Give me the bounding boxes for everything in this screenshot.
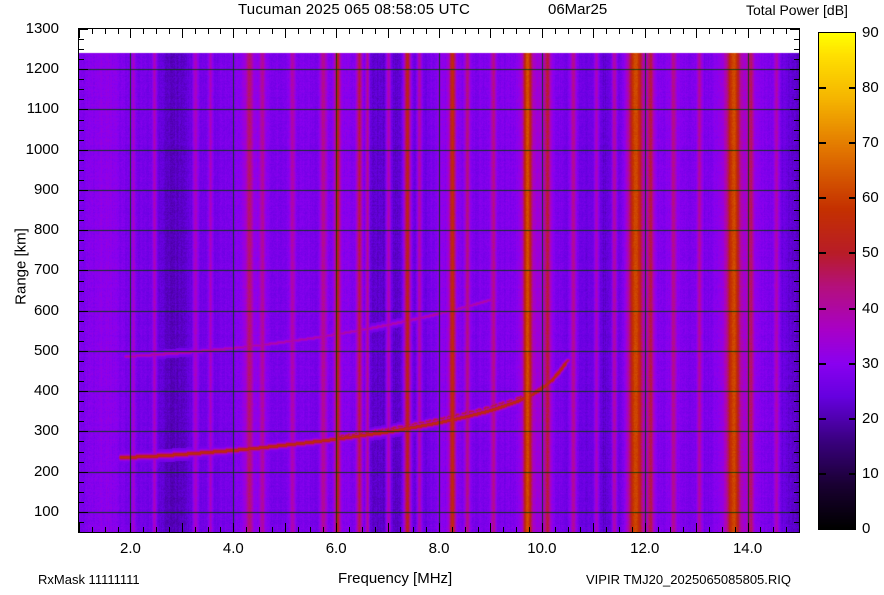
- colorbar-tick-right: [849, 307, 856, 310]
- colorbar-tick-right: [849, 417, 856, 420]
- colorbar-tick-left: [819, 307, 826, 310]
- colorbar-tick-left: [819, 87, 826, 90]
- y-axis-tick-label: 500: [33, 341, 59, 359]
- colorbar-tick-right: [849, 87, 856, 90]
- colorbar-tick-label: 20: [862, 409, 879, 427]
- colorbar-tick-left: [819, 252, 826, 255]
- colorbar-tick-label: 30: [862, 354, 879, 372]
- colorbar-tick-left: [819, 417, 826, 420]
- colorbar-tick-label: 80: [862, 79, 879, 97]
- colorbar-tick-left: [819, 472, 826, 475]
- x-axis-tick-label: 8.0: [428, 540, 450, 557]
- y-axis-tick-label: 1300: [25, 20, 59, 37]
- y-axis-tick-label: 1100: [26, 100, 59, 118]
- colorbar-title: Total Power [dB]: [746, 2, 848, 18]
- y-axis-tick-label: 600: [33, 301, 59, 319]
- date-label: 06Mar25: [548, 1, 608, 18]
- colorbar-tick-left: [819, 362, 826, 365]
- x-axis-title: Frequency [MHz]: [338, 570, 453, 587]
- x-axis-tick-label: 4.0: [222, 540, 244, 557]
- x-axis-tick-label: 10.0: [527, 540, 557, 557]
- ionogram-plot[interactable]: [78, 28, 800, 533]
- colorbar-tick-right: [849, 252, 856, 255]
- colorbar-tick-label: 70: [862, 134, 879, 152]
- colorbar-tick-left: [819, 142, 826, 145]
- y-axis-tick-label: 900: [33, 180, 59, 198]
- colorbar-tick-label: 90: [862, 24, 879, 41]
- y-axis-tick-label: 1200: [25, 60, 59, 78]
- colorbar-tick-label: 0: [862, 520, 871, 537]
- y-axis-tick-label: 100: [33, 502, 59, 520]
- colorbar-tick-left: [819, 197, 826, 200]
- y-axis-tick-label: 700: [33, 261, 59, 279]
- colorbar-tick-label: 60: [862, 189, 879, 207]
- colorbar-ticks: 0 10 20 30 40 50 60 70 80 90: [818, 25, 884, 536]
- y-axis-tick-label: 300: [33, 422, 59, 440]
- x-axis-labels: 2.0 4.0 6.0 8.0 10.0 12.0 14.0: [0, 538, 884, 560]
- colorbar-tick-right: [849, 142, 856, 145]
- page-title: Tucuman 2025 065 08:58:05 UTC: [238, 1, 471, 18]
- colorbar-gradient: [819, 33, 855, 529]
- x-axis-tick-label: 14.0: [732, 540, 763, 557]
- ionogram-heatmap-canvas: [79, 29, 799, 532]
- y-axis-tick-label: 200: [33, 462, 59, 480]
- colorbar-tick-right: [849, 362, 856, 365]
- colorbar[interactable]: [818, 32, 856, 530]
- y-axis-tick-label: 1000: [25, 140, 59, 158]
- y-axis-tick-label: 800: [33, 221, 59, 239]
- x-axis-tick-label: 6.0: [325, 540, 347, 557]
- source-file-label: VIPIR TMJ20_2025065085805.RIQ: [586, 572, 792, 587]
- rxmask-label: RxMask 11111111: [38, 572, 140, 587]
- y-axis-labels: 100 200 300 400 500 600 700 800 900 1000 1100 1200 1…: [0, 0, 72, 595]
- x-axis-tick-label: 2.0: [119, 540, 141, 557]
- y-axis-title: Range [km]: [12, 228, 30, 305]
- colorbar-tick-right: [849, 472, 856, 475]
- colorbar-tick-right: [849, 197, 856, 200]
- y-axis-tick-label: 400: [33, 382, 59, 400]
- colorbar-tick-label: 40: [862, 299, 879, 317]
- x-axis-tick-label: 12.0: [630, 540, 660, 557]
- colorbar-tick-label: 10: [862, 464, 879, 482]
- colorbar-tick-label: 50: [862, 244, 879, 262]
